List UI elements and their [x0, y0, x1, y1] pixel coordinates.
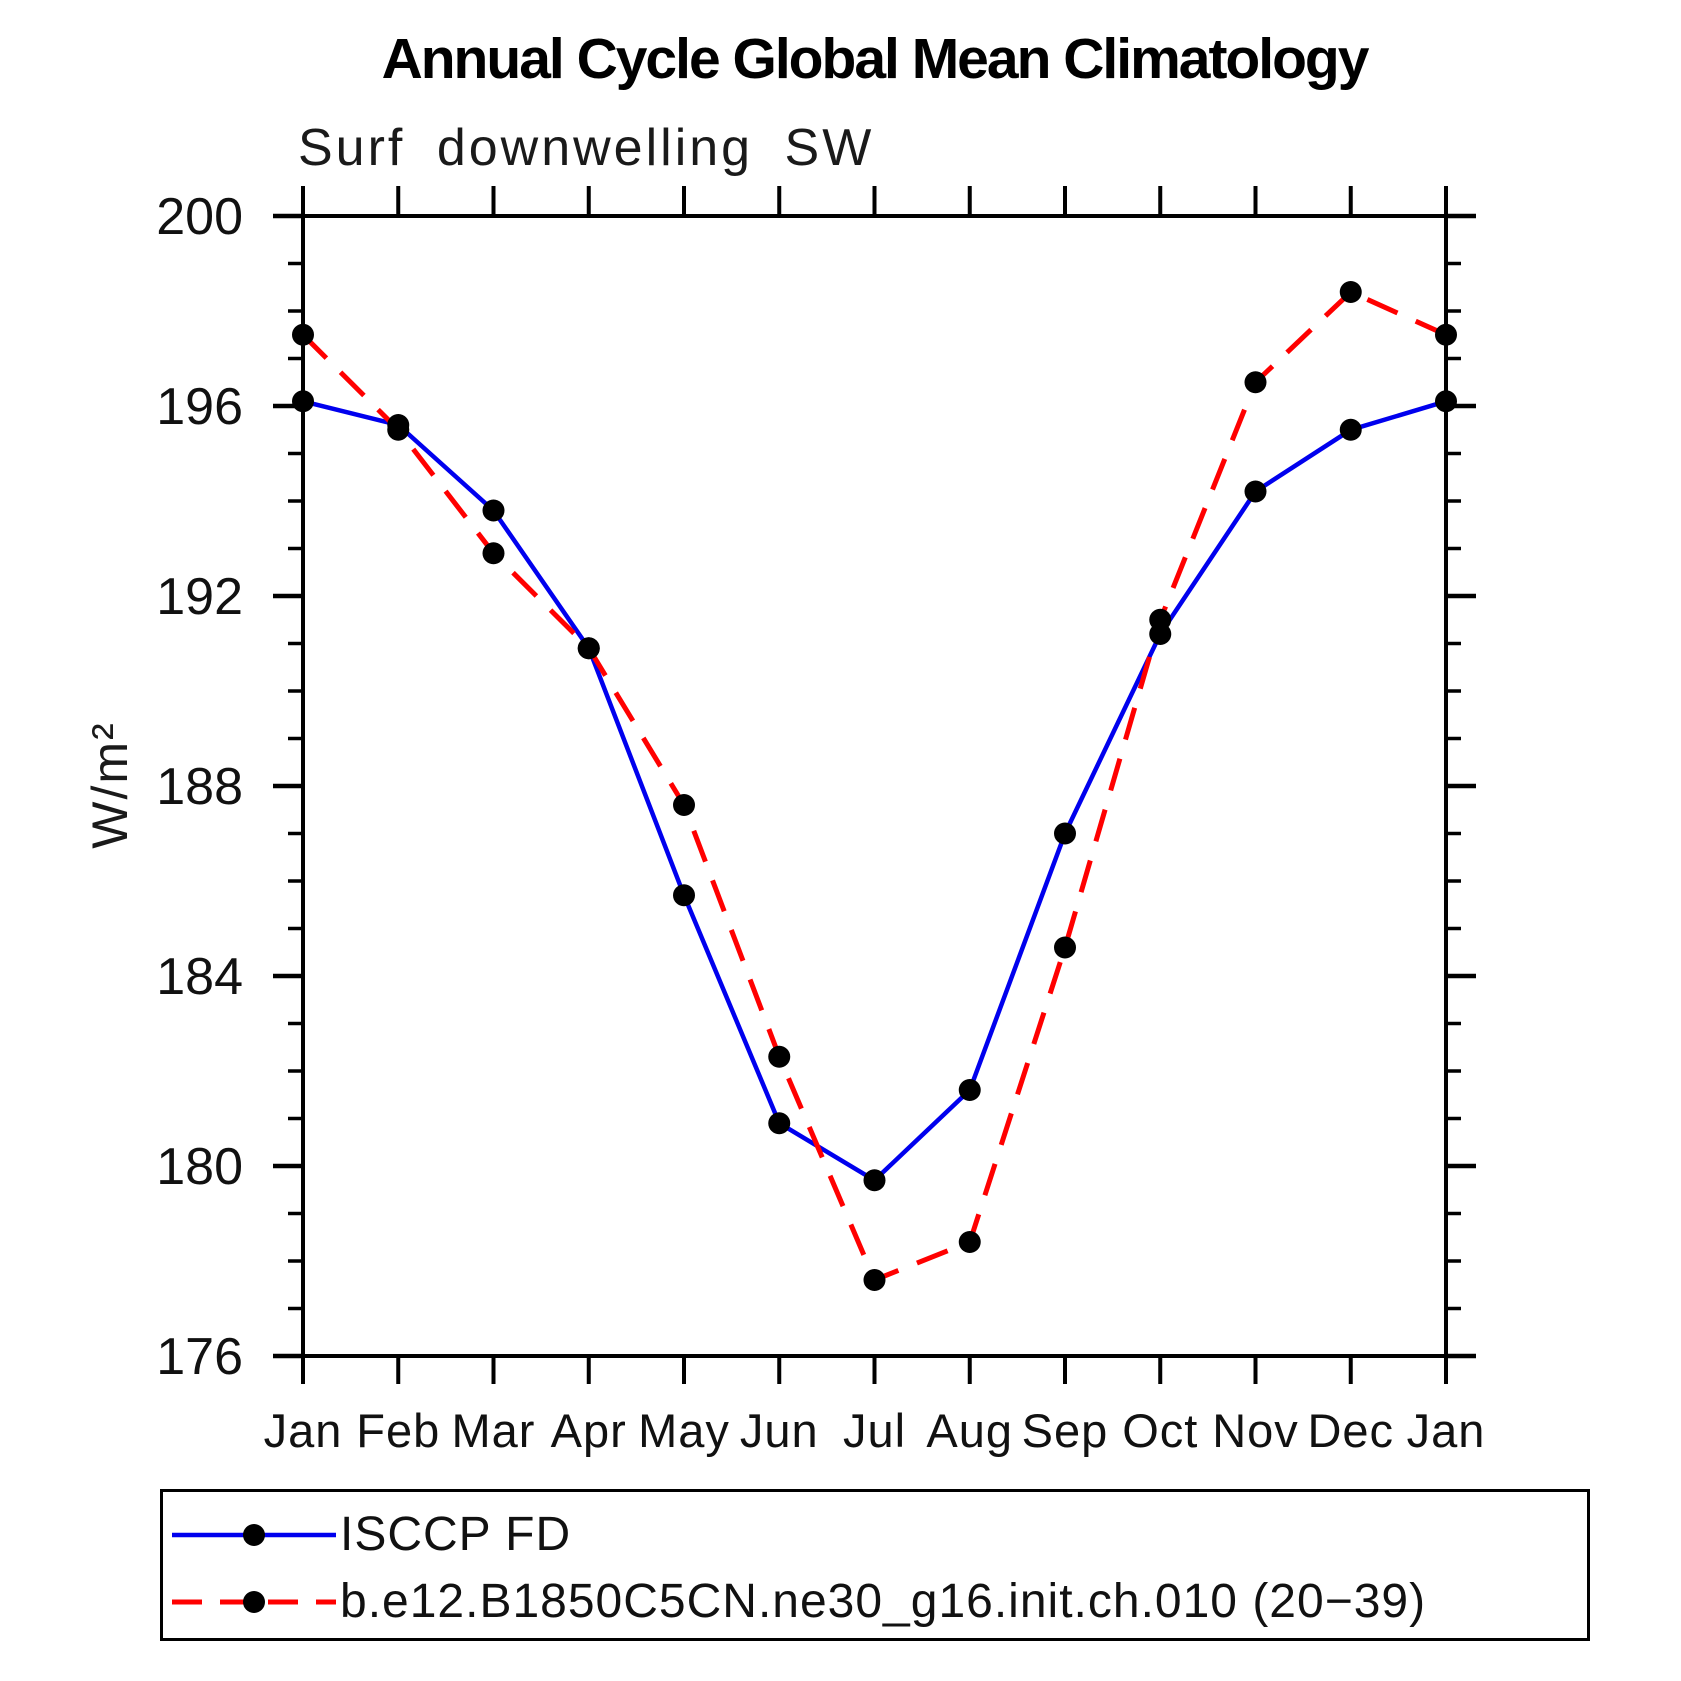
x-tick-label: Apr: [551, 1404, 627, 1457]
data-point-marker: [1339, 418, 1362, 441]
data-point-marker: [1339, 281, 1362, 303]
y-tick-label: 176: [156, 1328, 243, 1386]
data-point-marker: [1149, 608, 1172, 631]
data-point-marker: [958, 1231, 981, 1253]
chart-title: Annual Cycle Global Mean Climatology: [381, 27, 1370, 91]
data-point-marker: [863, 1169, 886, 1192]
x-tick-label: Dec: [1307, 1404, 1394, 1457]
y-tick-label: 192: [156, 568, 243, 626]
legend-entry-isccp: ISCCP FD: [163, 1510, 571, 1560]
legend-label-model: b.e12.B1850C5CN.ne30_g16.init.ch.010 (20…: [340, 1575, 1427, 1628]
data-point-marker: [482, 542, 505, 565]
y-tick-label: 184: [156, 948, 243, 1006]
y-tick-label: 188: [156, 758, 243, 816]
legend-entry-model: b.e12.B1850C5CN.ne30_g16.init.ch.010 (20…: [163, 1577, 1426, 1627]
data-point-marker: [1054, 936, 1076, 959]
y-tick-label: 196: [156, 378, 243, 436]
x-tick-label: Jan: [264, 1404, 343, 1457]
legend-label-isccp: ISCCP FD: [340, 1508, 572, 1561]
x-tick-label: Mar: [452, 1404, 536, 1457]
x-tick-label: Jun: [740, 1404, 819, 1457]
y-tick-label: 200: [156, 188, 243, 246]
data-point-marker: [292, 390, 314, 413]
series-line-0: [302, 399, 1447, 1183]
x-tick-label: May: [638, 1404, 730, 1457]
x-tick-label: Nov: [1212, 1404, 1299, 1457]
y-tick-label: 180: [156, 1138, 243, 1196]
data-point-marker: [673, 794, 695, 816]
data-point-marker: [1244, 480, 1267, 503]
series-line-1: [301, 289, 1448, 1283]
x-tick-label: Feb: [356, 1404, 440, 1457]
data-point-marker: [387, 418, 410, 441]
data-point-marker: [1054, 822, 1076, 845]
x-tick-label: Oct: [1122, 1404, 1198, 1457]
x-tick-label: Sep: [1022, 1404, 1109, 1457]
data-point-marker: [768, 1112, 791, 1135]
x-tick-label: Aug: [926, 1404, 1013, 1457]
chart-subtitle: Surf downwelling SW: [298, 119, 875, 177]
x-tick-label: Jul: [843, 1404, 906, 1457]
data-point-marker: [577, 637, 600, 660]
legend-sample-solid-line-icon: [172, 1524, 336, 1546]
data-point-marker: [673, 884, 695, 907]
data-point-marker: [768, 1045, 791, 1068]
legend: ISCCP FD b.e12.B1850C5CN.ne30_g16.init.c…: [160, 1489, 1590, 1641]
data-point-marker: [958, 1079, 981, 1101]
data-point-marker: [863, 1269, 886, 1291]
x-tick-label: Jan: [1407, 1404, 1486, 1457]
data-point-marker: [1435, 390, 1457, 413]
data-point-marker: [292, 323, 314, 346]
legend-sample-dashed-line-icon: [172, 1591, 336, 1613]
data-point-marker: [1435, 323, 1457, 346]
data-point-marker: [1244, 371, 1267, 394]
data-point-marker: [482, 499, 505, 522]
